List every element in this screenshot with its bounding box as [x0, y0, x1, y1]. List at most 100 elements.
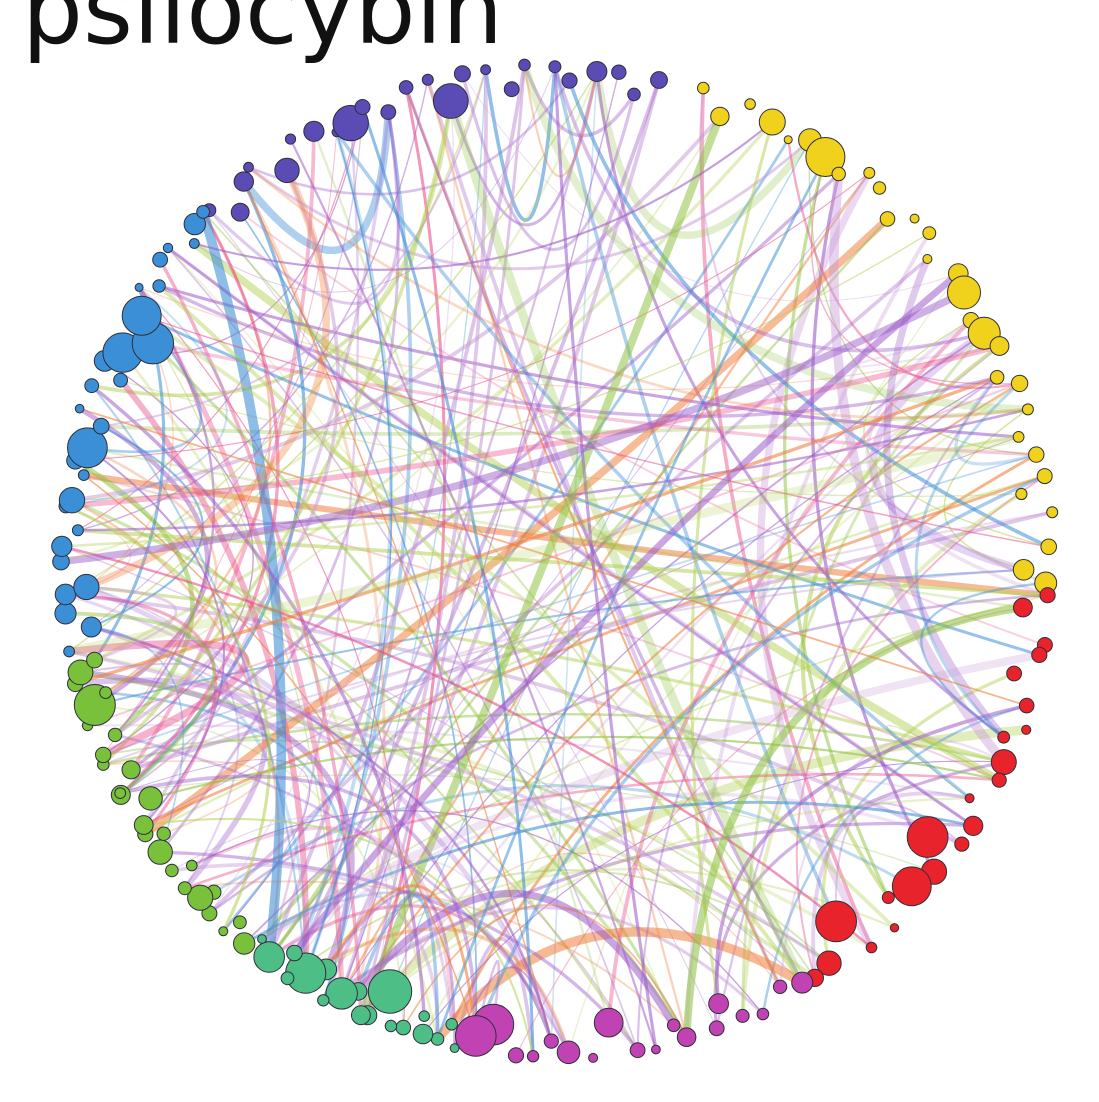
node-yellow	[922, 254, 933, 264]
connection-edge	[636, 376, 998, 1051]
node-blue	[54, 602, 77, 625]
connection-edge	[114, 286, 216, 736]
node-blue	[80, 616, 102, 638]
node-magenta	[526, 1050, 540, 1063]
connection-edge	[74, 458, 195, 737]
node-purple	[650, 71, 668, 89]
connection-edge	[322, 821, 974, 1002]
node-yellow	[744, 98, 756, 110]
node-yellow	[909, 213, 920, 224]
node-blue	[77, 469, 90, 482]
connection-edge	[248, 79, 571, 196]
connection-edge	[119, 180, 307, 797]
connection-edge	[65, 504, 272, 933]
node-green	[121, 760, 141, 780]
connection-edge	[943, 408, 1029, 571]
node-blue	[84, 378, 100, 394]
node-blue	[73, 573, 100, 601]
connection-edge	[522, 64, 636, 138]
node-red	[1021, 724, 1032, 735]
node-teal	[253, 941, 286, 973]
connection-edge	[83, 471, 1048, 599]
node-red	[991, 772, 1007, 788]
connection-edge	[355, 889, 677, 1028]
node-yellow	[863, 166, 876, 179]
connection-edge	[865, 318, 1049, 597]
node-blue	[71, 524, 84, 537]
node-yellow	[1010, 374, 1029, 393]
connection-edge	[324, 884, 478, 1037]
connection-edge	[86, 586, 240, 889]
connection-edge	[152, 341, 1037, 457]
node-purple	[284, 133, 297, 145]
node-red	[990, 749, 1017, 776]
connection-edge	[101, 69, 487, 428]
connection-edge	[202, 211, 816, 979]
connection-edge	[261, 891, 553, 1042]
connection-edge	[60, 71, 599, 563]
node-magenta	[651, 1044, 661, 1055]
connection-edge	[778, 736, 1005, 987]
node-yellow	[947, 275, 981, 310]
connection-edge	[359, 64, 526, 1016]
node-purple	[380, 104, 397, 120]
connection-edge	[158, 284, 998, 418]
node-teal	[351, 1005, 371, 1026]
connection-edge	[130, 511, 1053, 771]
node-blue	[58, 487, 86, 514]
node-red	[889, 923, 900, 933]
node-purple	[274, 157, 300, 184]
connection-edge	[446, 99, 807, 985]
node-green	[156, 826, 171, 841]
node-yellow	[1012, 431, 1025, 443]
node-magenta	[708, 1020, 725, 1037]
connection-edge	[883, 257, 1007, 740]
node-blue	[92, 417, 110, 435]
connection-edge	[65, 592, 218, 836]
node-purple	[421, 73, 434, 86]
node-purple	[453, 65, 471, 83]
node-blue	[183, 212, 207, 236]
node-purple	[233, 171, 255, 192]
connection-edge	[87, 314, 202, 454]
connection-edge	[77, 528, 1048, 598]
node-red	[906, 816, 949, 858]
node-green	[233, 915, 247, 930]
node-yellow	[879, 211, 896, 227]
node-magenta	[629, 1042, 646, 1059]
node-yellow	[989, 336, 1010, 356]
node-red	[963, 815, 984, 837]
connection-edge	[914, 382, 1021, 739]
connection-edge	[65, 343, 1001, 509]
node-purple	[586, 61, 608, 82]
connection-edge	[120, 758, 311, 932]
connection-edge	[267, 64, 527, 958]
node-teal	[317, 994, 330, 1007]
node-purple	[243, 161, 254, 173]
node-blue	[152, 251, 169, 268]
node-teal	[286, 944, 303, 962]
connection-edge	[553, 66, 658, 1050]
node-red	[954, 836, 970, 852]
node-blue	[67, 427, 108, 469]
node-yellow	[758, 108, 786, 136]
connection-edge	[388, 345, 1001, 993]
node-yellow	[1040, 538, 1057, 556]
node-teal	[418, 1010, 431, 1023]
node-yellow	[1021, 403, 1034, 416]
connection-edge	[90, 385, 307, 974]
node-green	[233, 932, 256, 955]
connection-edge	[71, 232, 930, 501]
node-green	[147, 839, 173, 865]
connection-edge	[160, 850, 639, 1052]
connection-edge	[194, 121, 773, 271]
connection-edge	[86, 446, 225, 826]
connection-edge	[114, 733, 570, 1053]
node-purple	[398, 80, 414, 95]
node-magenta	[708, 993, 729, 1015]
connection-edge	[553, 66, 985, 353]
connection-edge	[60, 289, 966, 566]
connection-edge	[421, 382, 1021, 1035]
node-purple	[480, 64, 492, 76]
node-green	[99, 686, 112, 699]
